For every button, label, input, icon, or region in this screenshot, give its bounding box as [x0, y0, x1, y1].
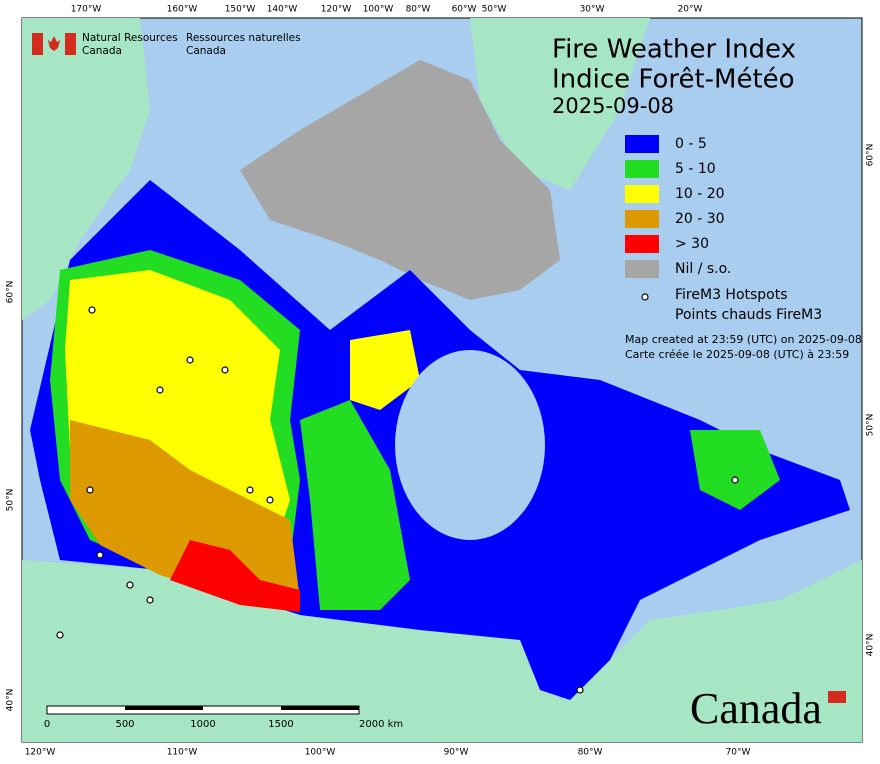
hotspot	[221, 366, 229, 374]
scale-seg	[125, 706, 203, 710]
hotspot	[86, 486, 94, 494]
agency: Natural Resources Canada Ressources natu…	[32, 32, 301, 57]
zone-red	[170, 540, 300, 612]
legend-swatch	[625, 235, 659, 253]
lat-label: 50°N	[866, 414, 876, 437]
united-states	[22, 560, 862, 742]
lon-label: 60°W	[452, 5, 477, 15]
legend-swatch	[625, 260, 659, 278]
legend: 0 - 5 5 - 10 10 - 20 20 - 30 > 30 Nil / s.o.	[625, 135, 731, 278]
lon-label: 80°W	[578, 748, 603, 758]
greenland	[470, 18, 650, 190]
lon-label: 100°W	[363, 5, 394, 15]
scale-label: 1000	[190, 719, 215, 730]
agency-en: Canada	[82, 45, 122, 57]
zone-green-central	[300, 400, 410, 610]
hotspot-symbol	[641, 293, 649, 301]
arctic-islands	[240, 60, 560, 300]
hotspot	[126, 581, 134, 589]
hotspots	[56, 306, 739, 694]
lon-label: 160°W	[167, 5, 198, 15]
lat-label: 40°N	[866, 634, 876, 657]
date: 2025-09-08	[552, 94, 674, 118]
hotspot	[96, 551, 104, 559]
hotspot-label: Points chauds FireM3	[675, 307, 822, 323]
legend-label: 5 - 10	[675, 161, 716, 177]
hotspot	[156, 386, 164, 394]
zone-orange	[70, 420, 300, 600]
legend-swatch	[625, 135, 659, 153]
lon-label: 50°W	[482, 5, 507, 15]
scale-label: 1500	[268, 719, 293, 730]
legend-swatch	[625, 210, 659, 228]
agency-fr: Canada	[186, 45, 226, 57]
wordmark-flag	[828, 691, 846, 703]
legend-label: 0 - 5	[675, 136, 707, 152]
alaska	[22, 18, 150, 320]
map-frame	[21, 17, 863, 743]
lon-label: 70°W	[726, 748, 751, 758]
maple-leaf	[48, 36, 60, 51]
lat-label: 40°N	[6, 689, 16, 712]
lat-label: 60°N	[866, 144, 876, 167]
note: Carte créée le 2025-09-08 (UTC) à 23:59	[625, 348, 849, 361]
zone-yellow-east	[350, 330, 420, 410]
hotspot	[731, 476, 739, 484]
agency-en: Natural Resources	[82, 32, 178, 44]
scale-bar: 0 500 1000 1500 2000 km	[44, 705, 403, 730]
lon-label: 140°W	[267, 5, 298, 15]
hudson-bay	[395, 350, 545, 540]
legend-label: 20 - 30	[675, 211, 725, 227]
lon-label: 120°W	[25, 748, 56, 758]
hotspot	[246, 486, 254, 494]
hotspot	[146, 596, 154, 604]
lon-label: 80°W	[406, 5, 431, 15]
scale-label: 500	[115, 719, 134, 730]
flag-bar	[65, 33, 76, 55]
lon-label: 120°W	[321, 5, 352, 15]
legend-label: Nil / s.o.	[675, 261, 731, 277]
lon-label: 90°W	[444, 748, 469, 758]
hotspot	[576, 686, 584, 694]
hotspot-label: FireM3 Hotspots	[675, 287, 788, 303]
scale-label: 2000 km	[359, 719, 403, 730]
legend-swatch	[625, 185, 659, 203]
lon-label: 170°W	[71, 5, 102, 15]
title: Fire Weather Index	[552, 35, 796, 65]
agency-fr: Ressources naturelles	[186, 32, 301, 44]
hotspot	[186, 356, 194, 364]
note: Map created at 23:59 (UTC) on 2025-09-08	[625, 333, 862, 346]
lat-label: 50°N	[6, 489, 16, 512]
lon-label: 30°W	[580, 5, 605, 15]
legend-label: > 30	[675, 236, 709, 252]
lon-label: 150°W	[225, 5, 256, 15]
lon-label: 100°W	[305, 748, 336, 758]
lon-label: 20°W	[678, 5, 703, 15]
hotspot	[88, 306, 96, 314]
lon-label: 110°W	[167, 748, 198, 758]
lat-label: 60°N	[6, 281, 16, 304]
legend-swatch	[625, 160, 659, 178]
flag-bar	[32, 33, 43, 55]
scale-seg	[281, 706, 359, 710]
wordmark: Canada	[690, 684, 822, 733]
subtitle: Indice Forêt-Météo	[552, 65, 795, 95]
scale-label: 0	[44, 719, 50, 730]
legend-label: 10 - 20	[675, 186, 725, 202]
hotspot	[266, 496, 274, 504]
hotspot	[56, 631, 64, 639]
graticule-labels: 170°W 160°W 150°W 140°W 120°W 100°W 80°W 60°W 50…	[6, 5, 876, 758]
zone-green-east	[690, 430, 780, 510]
